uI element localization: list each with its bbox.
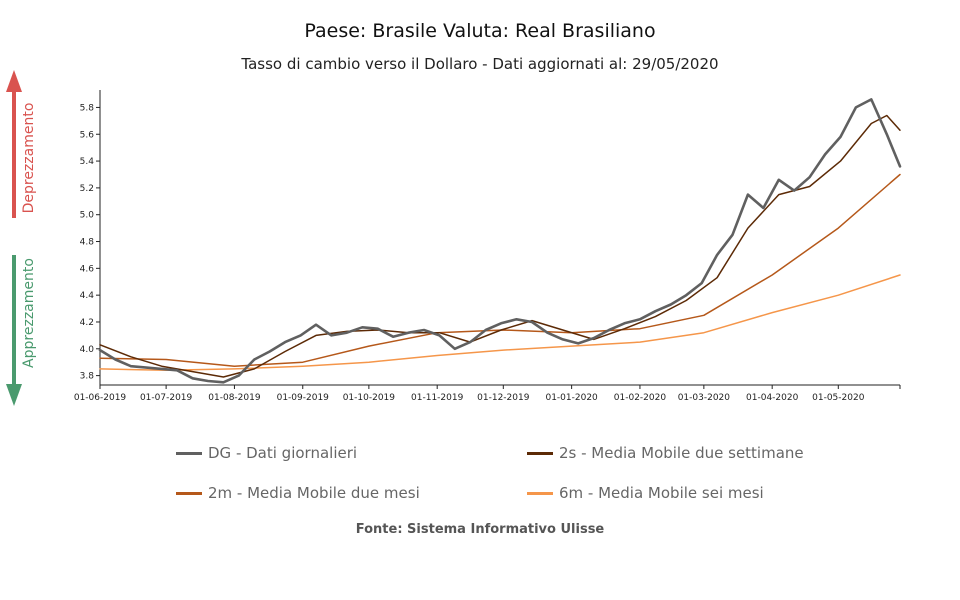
legend-swatch-dg — [176, 451, 202, 455]
x-tick-label: 01-08-2019 — [208, 393, 261, 403]
x-tick-label: 01-06-2019 — [74, 393, 127, 403]
chart-legend: DG - Dati giornalieri 2s - Media Mobile … — [0, 440, 960, 520]
depreciation-arrow-head — [6, 70, 22, 92]
y-tick-label: 5.2 — [80, 184, 94, 194]
x-tick-label: 01-01-2020 — [545, 393, 598, 403]
depreciation-arrow-shaft — [12, 90, 16, 218]
depreciation-label: Deprezzamento — [21, 102, 37, 214]
x-tick-label: 01-10-2019 — [343, 393, 396, 403]
appreciation-arrow-shaft — [12, 255, 16, 385]
y-tick-label: 4.2 — [80, 318, 94, 328]
legend-item-6m: 6m - Media Mobile sei mesi — [527, 484, 764, 502]
line-chart: 3.8 4.0 4.2 4.4 4.6 4.8 5.0 5.2 5.4 5.6 5.8 01-06-2… — [6, 70, 902, 406]
x-tick-label: 01-11-2019 — [411, 393, 464, 403]
x-tick-label: 01-05-2020 — [812, 393, 865, 403]
legend-label-2m: 2m - Media Mobile due mesi — [208, 484, 420, 502]
y-tick-label: 4.0 — [80, 345, 95, 355]
x-tick-label: 01-04-2020 — [746, 393, 799, 403]
chart-subtitle: Tasso di cambio verso il Dollaro - Dati … — [241, 55, 719, 73]
legend-item-dg: DG - Dati giornalieri — [176, 444, 357, 462]
y-tick-label: 4.4 — [80, 291, 95, 301]
legend-item-2s: 2s - Media Mobile due settimane — [527, 444, 804, 462]
series-line-6m — [99, 274, 901, 372]
y-tick-label: 4.8 — [80, 238, 95, 248]
appreciation-label: Apprezzamento — [21, 258, 37, 368]
y-tick-label: 3.8 — [80, 372, 95, 382]
series-line-2m — [99, 173, 901, 367]
y-tick-label: 5.8 — [80, 103, 95, 113]
x-tick-label: 01-12-2019 — [477, 393, 530, 403]
series-line-2s — [99, 114, 901, 378]
x-tick-label: 01-02-2020 — [614, 393, 667, 403]
x-tick-label: 01-09-2019 — [277, 393, 330, 403]
legend-swatch-2s — [527, 451, 553, 455]
x-tick-label: 01-07-2019 — [140, 393, 193, 403]
series-line-dg — [98, 98, 902, 384]
y-tick-label: 4.6 — [80, 264, 95, 274]
y-tick-label: 5.0 — [80, 211, 95, 221]
legend-label-2s: 2s - Media Mobile due settimane — [559, 444, 804, 462]
chart-source: Fonte: Sistema Informativo Ulisse — [355, 522, 605, 537]
y-tick-label: 5.6 — [80, 130, 95, 140]
legend-label-dg: DG - Dati giornalieri — [208, 444, 358, 462]
legend-swatch-6m — [527, 491, 553, 495]
y-tick-label: 5.4 — [80, 157, 95, 167]
appreciation-arrow-head — [6, 384, 22, 406]
x-tick-label: 01-03-2020 — [678, 393, 731, 403]
legend-label-6m: 6m - Media Mobile sei mesi — [559, 484, 764, 502]
legend-item-2m: 2m - Media Mobile due mesi — [176, 484, 420, 502]
legend-swatch-2m — [176, 491, 202, 495]
chart-title: Paese: Brasile Valuta: Real Brasiliano — [304, 20, 656, 42]
